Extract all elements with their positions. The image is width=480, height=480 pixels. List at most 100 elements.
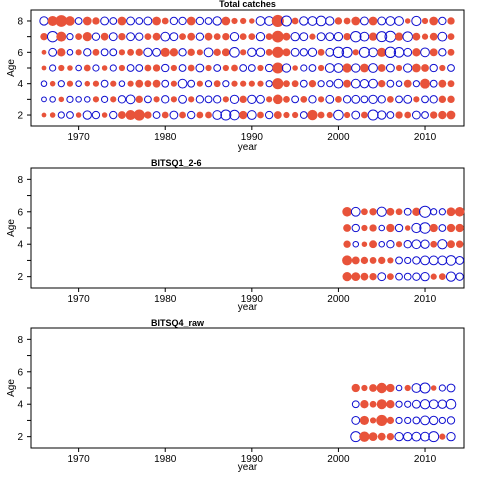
- bubble-age6-1974: [109, 48, 118, 57]
- bubble-age5-1986: [213, 64, 222, 72]
- bubble-age2-2008: [403, 272, 412, 281]
- bubble-age3-1998: [318, 96, 325, 103]
- bubble-age6-1984: [196, 49, 203, 56]
- bubble-age4-2003: [359, 79, 370, 89]
- y-tick-label: 2: [17, 111, 23, 122]
- bubble-age8-2010: [421, 17, 429, 25]
- bubble-age5-2007: [395, 384, 403, 392]
- bubble-age4-1989: [240, 80, 247, 87]
- y-tick-label: 2: [17, 432, 23, 443]
- x-tick-label: 2000: [327, 294, 350, 305]
- bubble-age2-2009: [412, 272, 421, 281]
- bubble-age3-1984: [195, 95, 205, 104]
- bubble-age5-2004: [369, 224, 377, 232]
- bubble-age4-2012: [437, 399, 448, 409]
- bubble-age8-1974: [109, 17, 118, 25]
- bubble-age5-2005: [378, 224, 386, 232]
- bubble-age6-2001: [342, 206, 352, 217]
- bubble-age7-1969: [66, 33, 74, 41]
- bubble-age7-2000: [333, 31, 344, 42]
- bubble-age6-2012: [438, 208, 446, 216]
- bubble-age3-1987: [222, 96, 229, 103]
- bubble-age2-1972: [91, 110, 101, 120]
- bubble-age6-2001: [341, 46, 353, 58]
- bubble-age3-2009: [413, 96, 420, 103]
- bubble-age5-1994: [281, 63, 292, 73]
- x-axis-label: year: [238, 142, 258, 153]
- bubble-age2-2007: [395, 111, 403, 119]
- bubble-age8-1968: [55, 15, 68, 27]
- bubble-age5-2010: [419, 382, 431, 394]
- bubble-age4-2014: [456, 240, 464, 248]
- bubble-age6-2009: [412, 207, 421, 216]
- bubble-age2-1967: [49, 112, 56, 118]
- x-tick-label: 1980: [154, 454, 177, 465]
- bubble-age4-1997: [308, 80, 317, 88]
- bubble-age4-2011: [430, 240, 438, 248]
- bubble-age7-1976: [126, 32, 136, 42]
- bubble-age7-1983: [187, 32, 196, 41]
- bubble-age3-2010: [420, 255, 430, 266]
- bubble-age5-1990: [247, 64, 256, 72]
- bubble-age7-1970: [75, 33, 83, 41]
- bubble-age8-1996: [299, 16, 309, 26]
- bubble-age6-1993: [272, 46, 284, 58]
- bubble-age7-2007: [394, 32, 404, 41]
- bubble-age5-2005: [377, 64, 386, 72]
- bubble-age6-2006: [384, 46, 397, 59]
- bubble-age8-2012: [438, 16, 447, 26]
- bubble-age2-1985: [205, 111, 212, 119]
- axes-layer: 1970 1980 1990 2000 2010 2 4 6 8: [17, 175, 436, 305]
- bubble-age4-1970: [75, 80, 82, 87]
- bubble-age3-1991: [256, 94, 265, 104]
- y-tick-label: 8: [17, 16, 23, 27]
- bubble-age2-1975: [118, 111, 126, 119]
- bubble-age4-1971: [84, 80, 91, 87]
- x-tick-label: 2000: [327, 454, 350, 465]
- bubble-age2-1974: [109, 110, 118, 120]
- bubble-age4-2010: [419, 399, 431, 410]
- bubble-age4-2004: [368, 78, 378, 89]
- y-tick-label: 2: [17, 272, 23, 283]
- bubble-age6-1971: [83, 48, 92, 57]
- bubble-age7-2009: [412, 32, 421, 41]
- panel-bitsq4-raw: BITSQ4_raw 1970 1980 1990 2000 2010 2 4 6 8 year…: [6, 318, 465, 473]
- bubble-age2-2003: [359, 431, 370, 442]
- bubble-age2-2003: [361, 111, 368, 119]
- bubble-age7-1979: [152, 32, 161, 41]
- bubble-age2-1991: [257, 111, 264, 119]
- bubble-age5-1998: [318, 64, 325, 72]
- bubble-age2-1970: [75, 112, 82, 118]
- bubble-age4-2012: [438, 79, 447, 88]
- bubble-age7-1966: [40, 32, 48, 41]
- bubble-age3-2001: [342, 95, 352, 104]
- bubble-age5-2008: [404, 225, 411, 231]
- bubble-age2-2002: [351, 272, 361, 282]
- y-axis-label: Age: [6, 59, 17, 77]
- bubble-age5-2014: [455, 223, 464, 233]
- bubble-age4-1977: [135, 79, 144, 88]
- bubble-age7-1981: [169, 32, 179, 42]
- bubble-age6-2005: [376, 206, 387, 217]
- bubble-age4-2002: [352, 240, 360, 248]
- bubble-age3-2006: [387, 257, 394, 264]
- bubble-age5-1967: [49, 64, 57, 72]
- bubble-age4-2010: [420, 239, 430, 249]
- bubble-age2-2003: [360, 272, 369, 281]
- bubble-age3-1966: [41, 96, 47, 103]
- bubble-age2-1996: [299, 111, 308, 119]
- bubble-age5-2008: [404, 384, 411, 392]
- bubble-age6-1981: [169, 48, 179, 57]
- bubble-age5-1982: [178, 64, 187, 72]
- bubble-age2-1977: [133, 109, 145, 121]
- bubble-age2-2005: [377, 432, 386, 441]
- bubble-age3-1996: [300, 95, 308, 103]
- bubble-age4-2010: [420, 78, 431, 89]
- bubble-age7-1978: [144, 33, 152, 41]
- bubble-age5-2013: [446, 223, 456, 233]
- bubble-age4-2004: [369, 400, 377, 408]
- bubble-age2-1969: [66, 111, 74, 119]
- bubble-age5-2002: [351, 63, 361, 73]
- bubble-age5-2011: [429, 223, 438, 233]
- bubble-age3-2004: [369, 257, 377, 264]
